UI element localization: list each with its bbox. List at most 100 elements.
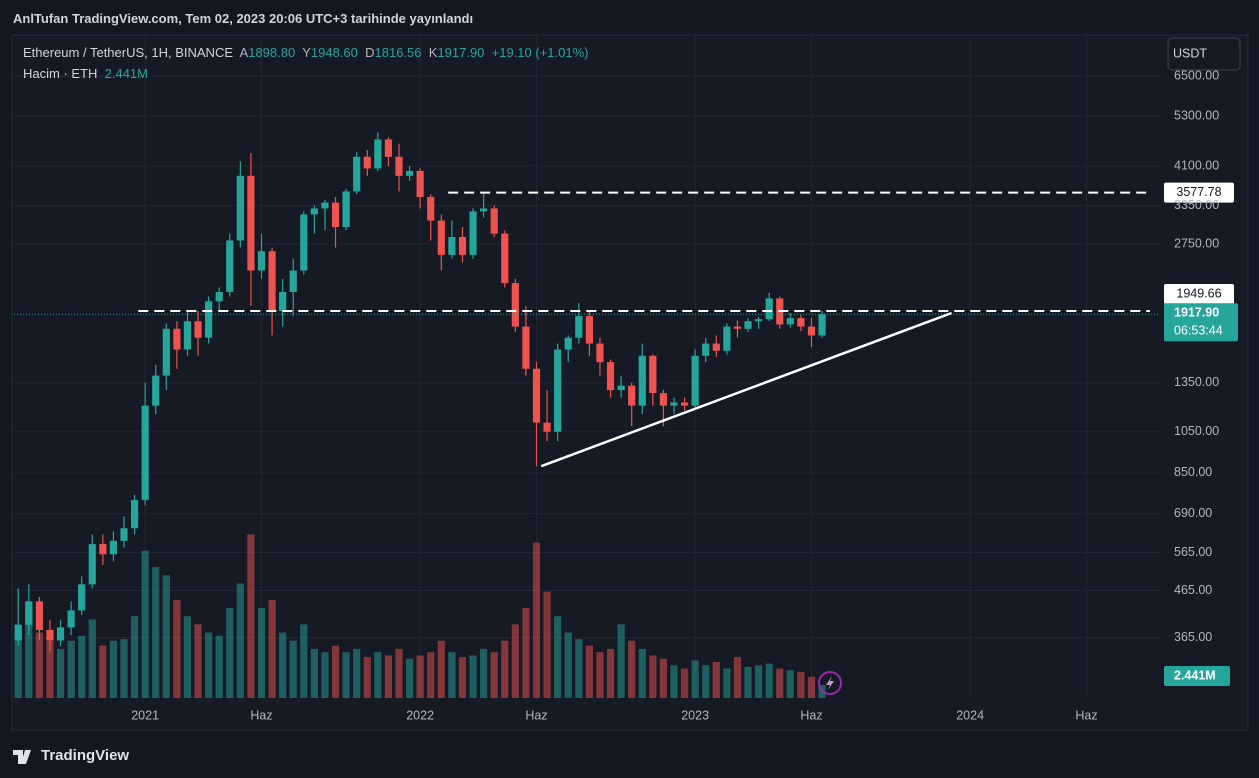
volume-bar bbox=[300, 624, 308, 698]
candle-body bbox=[363, 156, 371, 169]
volume-bar bbox=[458, 657, 467, 698]
candle-body bbox=[670, 402, 678, 406]
close-label: K bbox=[428, 45, 438, 60]
volume-bar bbox=[638, 648, 646, 698]
brand-logo bbox=[13, 750, 31, 764]
x-tick-label: Haz bbox=[1075, 708, 1097, 722]
volume-box-label: 2.441M bbox=[1174, 668, 1216, 682]
candle-body bbox=[564, 337, 572, 350]
candle-body bbox=[14, 624, 22, 641]
volume-bar bbox=[215, 635, 223, 698]
last-price-box bbox=[1164, 303, 1238, 342]
candle-body bbox=[659, 393, 668, 406]
volume-bar bbox=[268, 599, 276, 698]
countdown: 06:53:44 bbox=[1174, 324, 1223, 338]
y-tick-label: 6500.00 bbox=[1174, 69, 1219, 83]
volume-box bbox=[1164, 666, 1230, 686]
volume-bar bbox=[733, 657, 742, 698]
change: +19.10 (+1.01%) bbox=[491, 45, 589, 60]
volume-bar bbox=[807, 676, 816, 698]
volume-bar bbox=[575, 639, 583, 698]
x-tick-label: Haz bbox=[525, 708, 547, 722]
volume-bar bbox=[596, 652, 604, 698]
open-label: A bbox=[239, 45, 249, 60]
candle-body bbox=[374, 139, 382, 169]
volume-bar bbox=[56, 648, 65, 698]
candle-body bbox=[437, 220, 445, 255]
y-tick-label: 3350.00 bbox=[1174, 198, 1219, 212]
candle-body bbox=[35, 601, 43, 630]
volume-bar bbox=[363, 657, 371, 698]
candle-body bbox=[532, 368, 541, 423]
y-tick-label: 365.00 bbox=[1174, 630, 1212, 644]
candle-body bbox=[448, 236, 456, 255]
candle-body bbox=[575, 316, 583, 338]
candle-body bbox=[120, 528, 128, 541]
low: 1816.56 bbox=[374, 45, 422, 60]
candle-body bbox=[152, 375, 160, 406]
candle-body bbox=[807, 326, 816, 336]
volume-bar bbox=[162, 575, 170, 698]
candle-body bbox=[331, 202, 340, 227]
candle-body bbox=[797, 318, 805, 327]
volume-bar bbox=[173, 599, 181, 698]
candle-body bbox=[173, 328, 181, 350]
low-label: D bbox=[365, 45, 375, 60]
candle-body bbox=[99, 544, 107, 555]
candle-body bbox=[183, 321, 192, 350]
candle-body bbox=[342, 191, 350, 227]
volume-value: 2.441M bbox=[104, 66, 148, 81]
level-label: 3577.78 bbox=[1176, 185, 1221, 199]
candle-body bbox=[744, 321, 752, 329]
symbol: Ethereum / TetherUS, 1H, BINANCE bbox=[23, 45, 234, 60]
volume-bar bbox=[501, 640, 509, 698]
y-tick-label: 2750.00 bbox=[1174, 236, 1219, 250]
candle-body bbox=[321, 202, 329, 209]
candle-body bbox=[226, 240, 234, 292]
x-tick-label: 2022 bbox=[406, 708, 434, 722]
volume-bar bbox=[522, 608, 530, 698]
candle-body bbox=[162, 328, 170, 376]
open: 1898.80 bbox=[248, 45, 296, 60]
candle-body bbox=[300, 214, 308, 271]
candle-body bbox=[78, 584, 86, 611]
x-tick-label: Haz bbox=[800, 708, 822, 722]
volume-bar bbox=[490, 652, 498, 698]
candle-body bbox=[522, 326, 530, 369]
candle-body bbox=[67, 610, 75, 628]
y-tick-label: 565.00 bbox=[1174, 545, 1212, 559]
currency: USDT bbox=[1173, 46, 1207, 60]
candle-body bbox=[702, 343, 710, 356]
candle-body bbox=[205, 301, 213, 338]
candle-body bbox=[596, 343, 604, 363]
volume-bar bbox=[469, 655, 477, 698]
candle-body bbox=[723, 326, 731, 351]
candle-body bbox=[606, 362, 615, 391]
alert-icon[interactable] bbox=[818, 671, 842, 695]
volume-bar bbox=[46, 640, 54, 698]
candle-body bbox=[501, 233, 509, 284]
volume-bar bbox=[353, 648, 361, 698]
volume-bar bbox=[342, 652, 350, 698]
close: 1917.90 bbox=[437, 45, 485, 60]
volume-bar bbox=[152, 567, 160, 698]
volume-bar bbox=[511, 624, 519, 698]
candle-body bbox=[109, 540, 118, 555]
axis-layer: 6500.00 5300.00 4100.00 3350.00 2750.00 1350.… bbox=[131, 69, 1219, 723]
brand: TradingView bbox=[41, 747, 130, 764]
candle-body bbox=[268, 251, 276, 311]
candle-body bbox=[130, 499, 139, 529]
candle-body bbox=[215, 291, 223, 302]
candle-body bbox=[628, 385, 636, 406]
candle-body bbox=[141, 405, 149, 500]
volume-legend: Hacim · ETH 2.441M bbox=[23, 66, 148, 81]
candle-body bbox=[395, 156, 403, 176]
candle-body bbox=[691, 355, 699, 406]
volume-bar bbox=[279, 632, 287, 698]
level-label-box bbox=[1164, 284, 1234, 305]
currency-button[interactable] bbox=[1167, 37, 1241, 71]
volume-bar bbox=[448, 652, 456, 698]
candle-body bbox=[353, 156, 361, 192]
